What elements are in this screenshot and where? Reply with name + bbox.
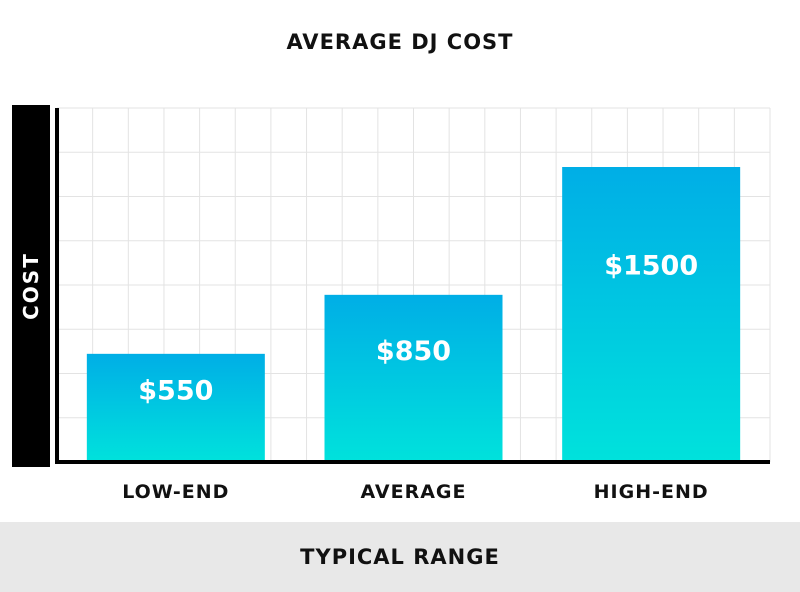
bar-data-label: $1500 (604, 250, 698, 281)
bar-low-end (86, 353, 265, 462)
chart-title: AVERAGE DJ COST (286, 30, 514, 54)
x-tick-label: AVERAGE (360, 481, 466, 503)
x-tick-label: HIGH-END (594, 481, 709, 503)
x-tick-label: LOW-END (122, 481, 229, 503)
bar-high-end (562, 167, 741, 462)
y-axis-label-bar (12, 105, 50, 467)
bar-data-label: $850 (376, 336, 451, 367)
bar-data-label: $550 (138, 376, 213, 407)
bar-average (324, 294, 503, 462)
x-axis-label-band: TYPICAL RANGE (0, 522, 800, 592)
x-axis-label: TYPICAL RANGE (300, 545, 500, 569)
